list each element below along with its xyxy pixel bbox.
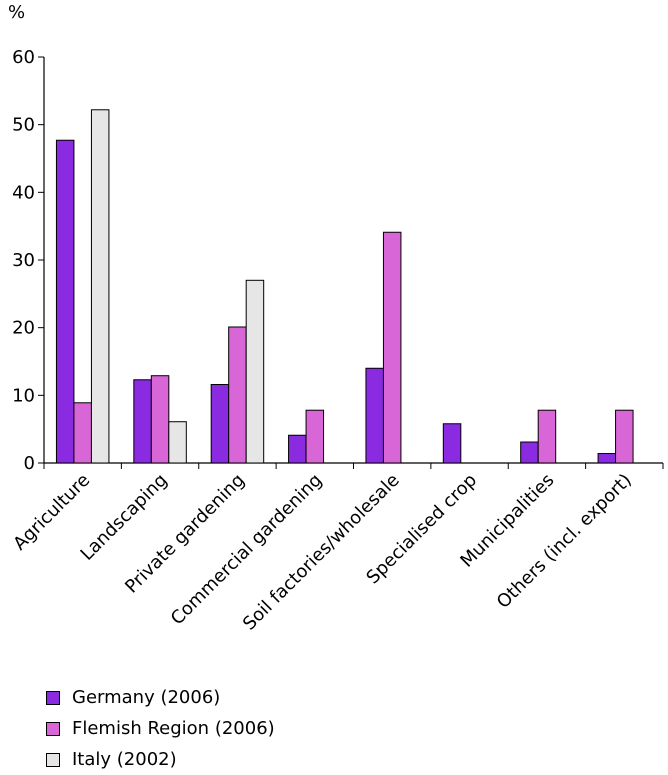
bar bbox=[210, 384, 230, 464]
legend-label: Flemish Region (2006) bbox=[72, 718, 275, 739]
bar bbox=[73, 402, 92, 464]
category-label: Agriculture bbox=[9, 470, 94, 555]
y-tick-label: 0 bbox=[24, 453, 35, 474]
legend-swatch bbox=[46, 752, 60, 767]
y-tick-label: 50 bbox=[12, 115, 35, 136]
legend-item: Flemish Region (2006) bbox=[46, 713, 275, 744]
bar bbox=[305, 409, 325, 464]
bar bbox=[90, 109, 110, 464]
legend-label: Italy (2002) bbox=[72, 749, 177, 770]
legend-swatch bbox=[46, 690, 60, 705]
bar bbox=[133, 379, 152, 464]
bar bbox=[615, 409, 634, 464]
legend-swatch bbox=[46, 721, 60, 736]
legend: Germany (2006) Flemish Region (2006) Italy… bbox=[46, 682, 275, 775]
bar bbox=[288, 434, 307, 464]
legend-label: Germany (2006) bbox=[72, 687, 221, 708]
chart: % 0 10 20 30 40 50 60 AgricultureLandscapingPr… bbox=[8, 2, 664, 635]
y-tick-label: 60 bbox=[12, 47, 35, 68]
bar bbox=[537, 409, 557, 464]
legend-item: Italy (2002) bbox=[46, 744, 275, 775]
category-label: Soil factories/wholesale bbox=[239, 470, 404, 635]
bar bbox=[442, 423, 462, 464]
y-tick-label: 10 bbox=[12, 385, 35, 406]
y-tick-label: 40 bbox=[12, 182, 35, 203]
bar bbox=[168, 421, 187, 464]
bar bbox=[228, 326, 247, 464]
category-label: Commercial gardening bbox=[167, 470, 327, 630]
bar bbox=[365, 367, 384, 464]
bar bbox=[150, 375, 170, 464]
bar bbox=[55, 139, 75, 464]
bar bbox=[382, 231, 402, 464]
axes: 0 10 20 30 40 50 60 bbox=[12, 47, 664, 474]
bar bbox=[597, 453, 617, 464]
bar bbox=[520, 441, 539, 464]
y-tick-label: 30 bbox=[12, 250, 35, 271]
bar bbox=[245, 279, 265, 464]
bars bbox=[55, 109, 634, 464]
legend-item: Germany (2006) bbox=[46, 682, 275, 713]
y-axis-label: % bbox=[8, 2, 25, 23]
y-tick-label: 20 bbox=[12, 318, 35, 339]
category-label: Others (incl. export) bbox=[493, 470, 636, 613]
